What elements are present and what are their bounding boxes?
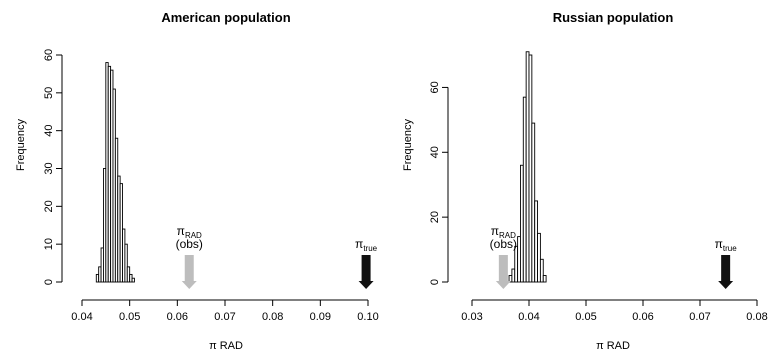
pi-label: πtrue — [715, 237, 738, 253]
x-axis-label: π RAD — [209, 340, 243, 352]
y-axis-label: Frequency — [402, 119, 414, 171]
pi-symbol: π — [177, 224, 185, 238]
y-tick-label: 30 — [43, 162, 55, 174]
pi-symbol: π — [715, 237, 723, 251]
arrow-icon — [718, 255, 734, 289]
arrow-icon — [495, 255, 511, 289]
y-tick-label: 60 — [43, 49, 55, 61]
pi-label: πtrue — [355, 237, 378, 253]
y-tick-label: 40 — [43, 125, 55, 137]
histogram-panel-american: American population Frequency π RAD 0.04… — [15, 10, 379, 352]
pi-obs-label: (obs) — [176, 237, 203, 251]
y-tick-label: 60 — [429, 81, 441, 93]
y-tick-label: 20 — [43, 200, 55, 212]
pi-symbol: π — [355, 237, 363, 251]
pi-subscript: true — [363, 244, 377, 253]
x-tick-label: 0.05 — [119, 311, 140, 323]
x-axis-label: π RAD — [596, 340, 630, 352]
chart-title: American population — [161, 10, 290, 25]
x-tick-label: 0.04 — [71, 311, 92, 323]
x-tick-label: 0.06 — [632, 311, 653, 323]
pi-true-arrow: πtrue — [715, 237, 738, 289]
x-tick-label: 0.06 — [167, 311, 188, 323]
histogram-bar — [542, 275, 547, 283]
histogram-bar — [131, 277, 135, 283]
x-tick-label: 0.03 — [461, 311, 482, 323]
chart-title: Russian population — [553, 10, 674, 25]
x-tick-label: 0.07 — [689, 311, 710, 323]
y-tick-label: 20 — [429, 211, 441, 223]
x-tick-label: 0.08 — [746, 311, 767, 323]
x-tick-label: 0.05 — [575, 311, 596, 323]
arrow-icon — [181, 255, 197, 289]
y-tick-label: 0 — [429, 279, 441, 285]
x-tick-label: 0.07 — [214, 311, 235, 323]
pi-symbol: π — [491, 224, 499, 238]
pi-label: πRAD — [491, 224, 516, 240]
histogram-bar — [124, 243, 128, 283]
pi-subscript: RAD — [185, 231, 202, 240]
arrow-icon — [358, 255, 374, 289]
pi-label: πRAD — [177, 224, 202, 240]
pi-subscript: RAD — [499, 231, 516, 240]
pi-rad-obs-arrow: πRAD(obs) — [490, 224, 517, 289]
x-tick-label: 0.10 — [357, 311, 378, 323]
x-tick-label: 0.09 — [310, 311, 331, 323]
y-tick-label: 0 — [43, 279, 55, 285]
x-tick-label: 0.04 — [518, 311, 539, 323]
x-tick-label: 0.08 — [262, 311, 283, 323]
pi-true-arrow: πtrue — [355, 237, 378, 289]
y-tick-label: 50 — [43, 87, 55, 99]
pi-rad-obs-arrow: πRAD(obs) — [176, 224, 203, 289]
pi-obs-label: (obs) — [490, 237, 517, 251]
histogram-bar — [537, 232, 541, 283]
pi-subscript: true — [723, 244, 737, 253]
histogram-bar — [539, 258, 544, 283]
y-tick-label: 10 — [43, 238, 55, 250]
y-tick-label: 40 — [429, 146, 441, 158]
y-axis-label: Frequency — [15, 119, 27, 171]
histogram-panel-russian: Russian population Frequency π RAD 0.03 0… — [402, 10, 768, 352]
